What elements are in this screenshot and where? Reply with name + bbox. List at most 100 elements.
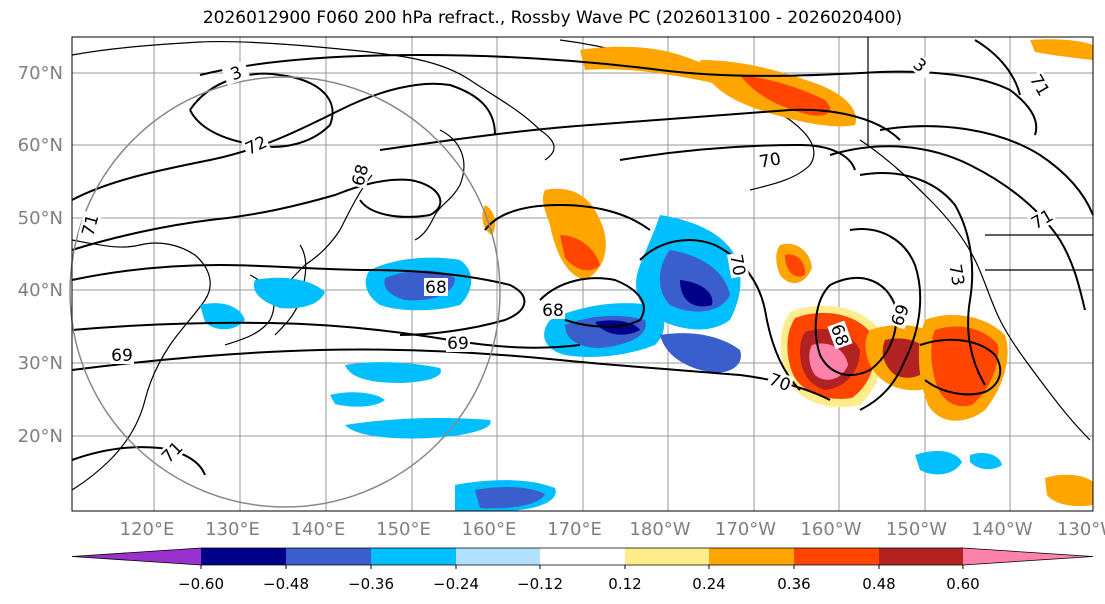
colorbar-bin <box>371 548 456 565</box>
negative-anomaly-140w-south <box>915 450 962 475</box>
negative-anomaly-165w <box>660 333 741 373</box>
contour-label-bg <box>905 50 935 80</box>
negative-anomaly-130w-south <box>970 453 1002 470</box>
colorbar <box>71 547 1094 566</box>
colorbar-bin <box>286 548 371 565</box>
positive-anomaly-150w-north-core <box>785 254 806 277</box>
latitude-labels: 70°N 60°N 50°N 40°N 30°N 20°N <box>18 63 63 447</box>
positive-anomaly-arctic-east <box>1030 39 1093 60</box>
contour-label-bg <box>756 149 784 171</box>
contour-label: 68 <box>425 278 447 298</box>
reference-circle <box>69 76 501 508</box>
contour-aleutian <box>484 203 651 231</box>
chart-title: 2026012900 F060 200 hPa refract., Rossby… <box>202 8 903 28</box>
negative-anomaly-12n-core <box>475 486 545 509</box>
contour-label-bg <box>446 334 470 352</box>
lon-label: 130°W <box>1057 519 1105 540</box>
colorbar-tick-label: −0.12 <box>517 575 563 593</box>
contour-label-bg <box>727 251 749 279</box>
rossby-wave-pc-shading <box>200 39 1093 511</box>
lon-label: 170°E <box>547 519 602 540</box>
colorbar-tick-label: 0.24 <box>692 575 725 593</box>
contour-68-180 <box>539 277 645 328</box>
contour-68-north <box>71 178 442 251</box>
lon-label: 140°W <box>971 519 1032 540</box>
contour-label-bg <box>1027 205 1057 233</box>
colorbar-tick-label: −0.60 <box>178 575 224 593</box>
lat-label: 30°N <box>18 353 63 374</box>
contour-label: 68 <box>542 301 564 321</box>
positive-anomaly-115w-south <box>1045 474 1093 507</box>
lon-label: 160°W <box>800 519 861 540</box>
contour-71-ne <box>879 125 1094 216</box>
contour-70-south <box>71 348 831 401</box>
colorbar-extend-low <box>72 548 201 565</box>
lat-label: 20°N <box>18 426 63 447</box>
colorbar-bin <box>540 548 625 565</box>
contour-label: 70 <box>758 149 783 172</box>
lon-label: 160°E <box>462 519 517 540</box>
colorbar-tick-label: 0.12 <box>608 575 641 593</box>
contour-label-bg <box>1026 70 1054 100</box>
negative-anomaly-170w-mid <box>659 250 730 312</box>
lat-label: 70°N <box>18 63 63 84</box>
contour-label-bg <box>827 320 853 350</box>
contour-label-bg <box>110 346 134 364</box>
colorbar-bin <box>709 548 794 565</box>
contour-68-145w <box>814 276 898 376</box>
lon-label: 140°E <box>291 519 346 540</box>
contour-69 <box>71 321 581 349</box>
colorbar-tick-label: −0.48 <box>263 575 309 593</box>
lon-label: 150°W <box>886 519 947 540</box>
contour-label-bg <box>348 161 372 189</box>
lon-label: 120°E <box>120 519 175 540</box>
negative-anomaly-20n <box>345 417 491 439</box>
north-america-coast <box>859 139 1091 441</box>
lon-label: 150°E <box>376 519 431 540</box>
colorbar-tick-label: −0.36 <box>348 575 394 593</box>
contour-label-bg <box>424 278 448 296</box>
colorbar-bin <box>879 548 963 565</box>
colorbar-bin <box>201 548 286 565</box>
lat-label: 40°N <box>18 280 63 301</box>
lon-label: 170°W <box>715 519 776 540</box>
contour-label: 70 <box>725 253 748 278</box>
contour-label-bg <box>157 437 187 467</box>
negative-anomaly-japan <box>253 277 325 309</box>
colorbar-tick-label: 0.48 <box>862 575 895 593</box>
contour-71-south <box>71 446 206 476</box>
contour-arctic <box>199 53 1038 136</box>
colorbar-tick-label: 0.60 <box>946 575 979 593</box>
colorbar-extend-high <box>963 548 1093 565</box>
lon-label: 180°W <box>629 519 690 540</box>
contour-label-bg <box>946 261 968 289</box>
colorbar-bin <box>794 548 879 565</box>
positive-anomaly-180-core <box>560 235 600 271</box>
negative-anomaly-25n-a <box>345 362 441 383</box>
contour-label-bg <box>241 131 271 159</box>
contour-label-bg <box>887 300 913 330</box>
colorbar-tick-label: 0.36 <box>777 575 810 593</box>
contour-label-bg <box>78 211 102 239</box>
contour-label: 73 <box>944 263 967 288</box>
lon-label: 130°E <box>205 519 260 540</box>
contour-label: 69 <box>111 346 133 366</box>
positive-anomaly-chukchi <box>580 46 740 88</box>
kamchatka-coast <box>414 129 465 241</box>
contour-label-bg <box>221 60 251 86</box>
positive-anomaly-alaska-core <box>740 75 830 116</box>
contour-3-arctic-east <box>974 39 1021 96</box>
map-frame <box>71 36 1094 512</box>
longitude-labels: 120°E 130°E 140°E 150°E 160°E 170°E 180°W 170°W… <box>120 519 1105 540</box>
lat-label: 60°N <box>18 135 63 156</box>
colorbar-tick-label: −0.24 <box>433 575 479 593</box>
colorbar-bin <box>625 548 709 565</box>
contour-69-140w <box>849 228 922 411</box>
contour-label: 69 <box>447 334 469 354</box>
contour-72 <box>71 82 496 201</box>
colorbar-bin <box>456 548 540 565</box>
contour-label-bg <box>765 369 795 395</box>
negative-anomaly-25n-b <box>330 392 385 407</box>
